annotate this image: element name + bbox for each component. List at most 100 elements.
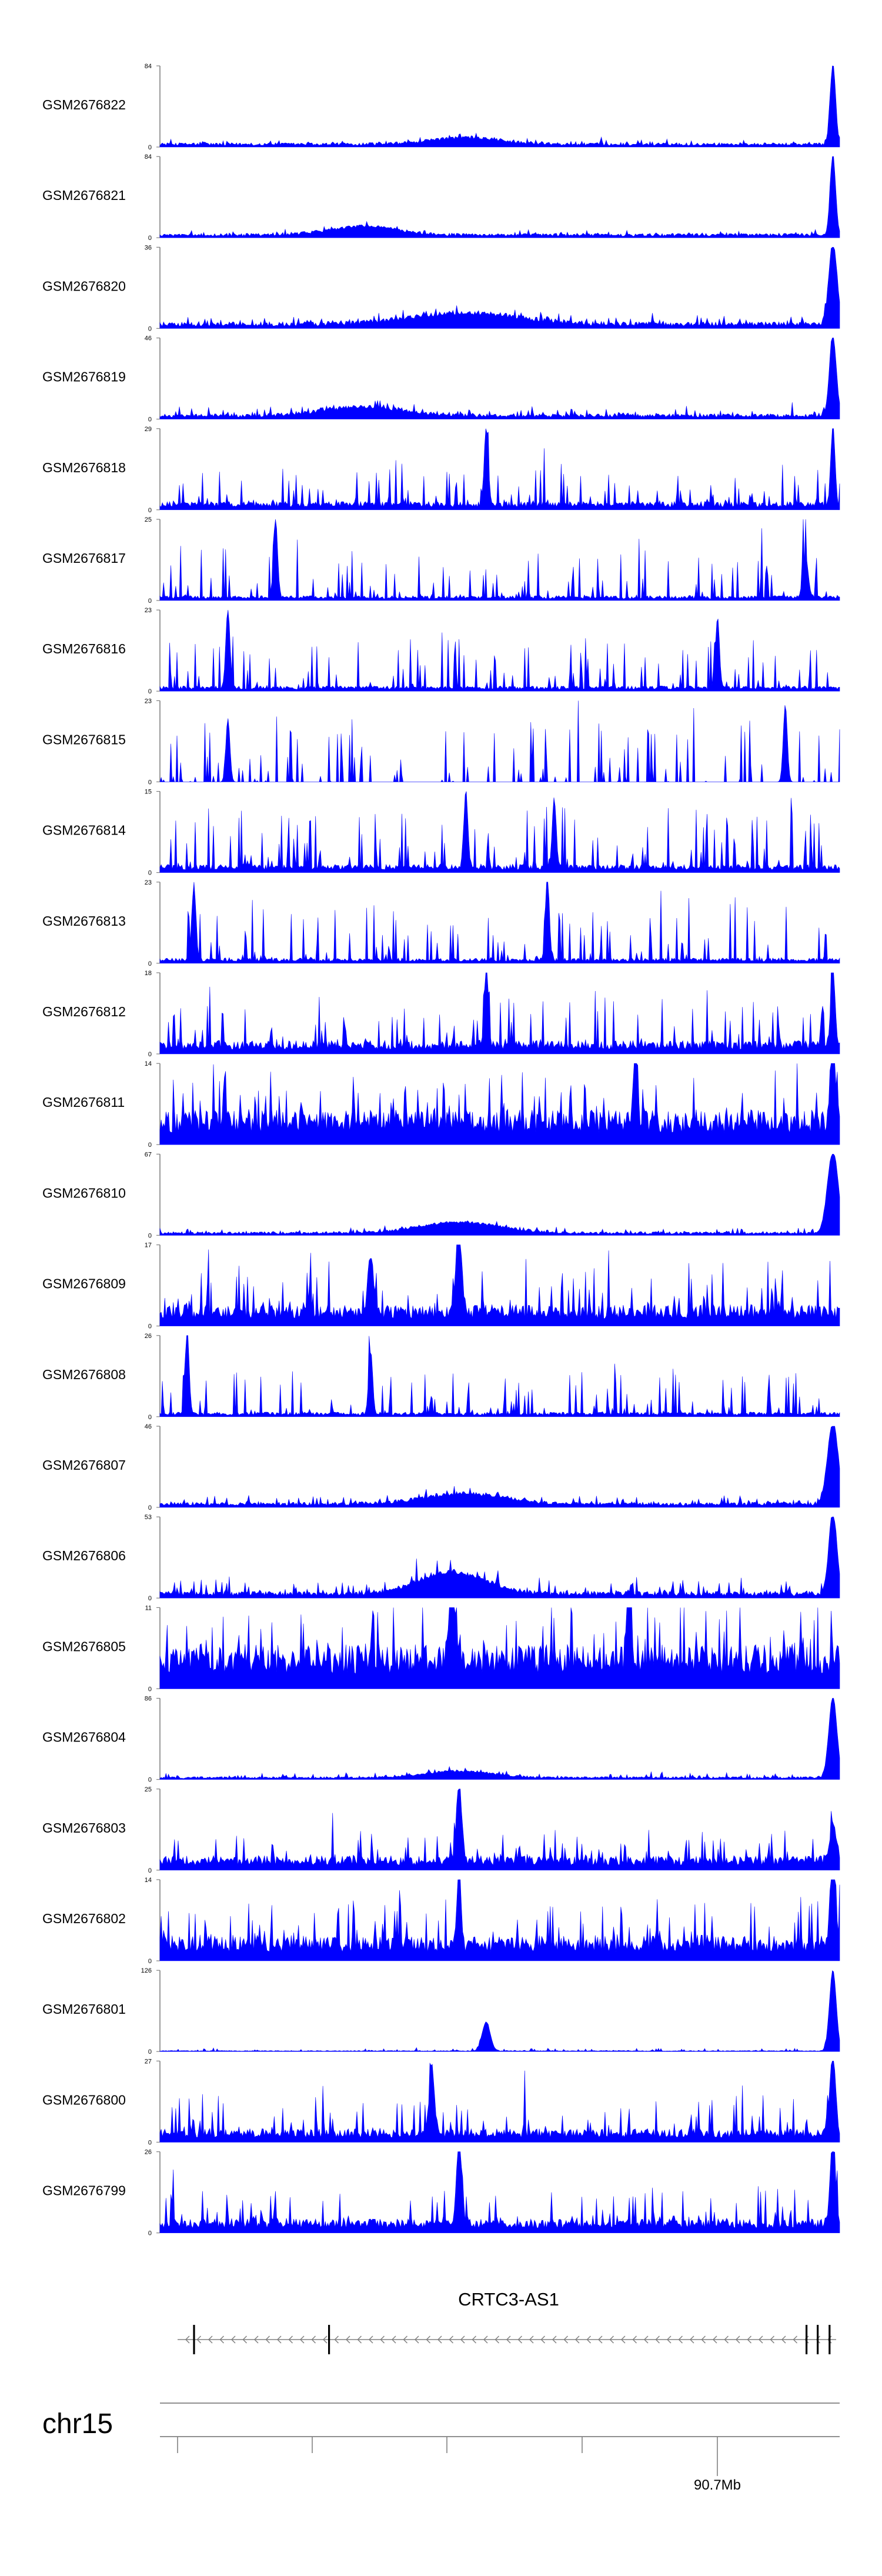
strand-arrow [770,2335,775,2344]
y-zero-label: 0 [148,1504,152,1511]
strand-arrow [495,2335,500,2344]
y-max-label: 84 [145,154,152,161]
strand-arrow [403,2335,408,2344]
strand-arrow [472,2335,477,2344]
track-GSM2676814: GSM2676814 15 0 [42,789,840,877]
track-label: GSM2676815 [42,732,126,747]
track-GSM2676802: GSM2676802 14 0 [42,1877,840,1965]
strand-arrow [242,2335,248,2344]
y-zero-label: 0 [148,325,152,332]
strand-arrow [609,2335,614,2344]
signal-area [159,1970,840,2052]
strand-arrow [288,2335,293,2344]
signal-area [159,519,840,601]
y-max-label: 36 [145,244,152,251]
chromosome-label: chr15 [42,2408,113,2440]
signal-area [159,65,840,148]
track-label: GSM2676799 [42,2183,126,2198]
y-max-label: 27 [145,2058,152,2065]
signal-area [159,1879,840,1961]
track-label: GSM2676814 [42,823,126,838]
y-zero-label: 0 [148,779,152,786]
strand-arrow [781,2335,786,2344]
strand-arrow [620,2335,626,2344]
strand-arrow [368,2335,373,2344]
signal-area [159,1607,840,1689]
y-zero-label: 0 [148,2048,152,2056]
track-label: GSM2676819 [42,369,126,385]
signal-area [159,1516,840,1599]
signal-area [159,1154,840,1236]
track-label: GSM2676805 [42,1639,126,1654]
y-max-label: 26 [145,1333,152,1340]
y-max-label: 29 [145,426,152,433]
signal-area [159,1244,840,1326]
track-label: GSM2676812 [42,1004,126,1019]
y-zero-label: 0 [148,598,152,605]
y-max-label: 23 [145,607,152,614]
y-zero-label: 0 [148,1232,152,1239]
strand-arrow [265,2335,270,2344]
track-GSM2676810: GSM2676810 67 0 [42,1151,840,1239]
track-GSM2676813: GSM2676813 23 0 [42,879,840,967]
strand-arrow [552,2335,557,2344]
strand-arrow [540,2335,546,2344]
y-max-label: 15 [145,789,152,796]
track-label: GSM2676817 [42,550,126,566]
track-GSM2676812: GSM2676812 18 0 [42,970,840,1058]
track-label: GSM2676813 [42,913,126,929]
track-GSM2676819: GSM2676819 46 0 [42,335,840,423]
strand-arrow [506,2335,511,2344]
track-label: GSM2676818 [42,460,126,475]
strand-arrow [483,2335,488,2344]
strand-arrow [196,2335,202,2344]
y-zero-label: 0 [148,1414,152,1421]
track-label: GSM2676807 [42,1457,126,1473]
strand-arrow [437,2335,442,2344]
signal-tracks: GSM2676822840GSM2676821840GSM2676820360G… [42,63,840,2237]
strand-arrow [253,2335,259,2344]
y-zero-label: 0 [148,1867,152,1874]
strand-arrow [666,2335,671,2344]
signal-area [159,428,840,510]
strand-arrow [460,2335,465,2344]
strand-arrow [678,2335,683,2344]
strand-arrows [185,2335,832,2344]
signal-area [159,700,840,783]
y-zero-label: 0 [148,1051,152,1058]
y-max-label: 25 [145,1786,152,1793]
track-label: GSM2676808 [42,1367,126,1382]
gene-track: CRTC3-AS1 [178,2289,836,2354]
strand-arrow [735,2335,740,2344]
track-label: GSM2676810 [42,1185,126,1200]
y-max-label: 11 [145,1604,152,1611]
track-label: GSM2676806 [42,1548,126,1563]
strand-arrow [747,2335,752,2344]
strand-arrow [724,2335,729,2344]
track-label: GSM2676816 [42,641,126,656]
signal-area [159,1788,840,1871]
strand-arrow [391,2335,396,2344]
strand-arrow [574,2335,580,2344]
strand-arrow [276,2335,282,2344]
y-max-label: 25 [145,516,152,523]
y-zero-label: 0 [148,960,152,967]
y-zero-label: 0 [148,1323,152,1330]
y-zero-label: 0 [148,416,152,423]
y-zero-label: 0 [148,1958,152,1965]
track-GSM2676799: GSM2676799 26 0 [42,2149,840,2237]
signal-area [159,972,840,1055]
track-label: GSM2676811 [42,1095,125,1110]
y-zero-label: 0 [148,1686,152,1693]
strand-arrow [563,2335,569,2344]
track-label: GSM2676801 [42,2001,126,2017]
track-label: GSM2676803 [42,1820,126,1836]
strand-arrow [219,2335,225,2344]
track-GSM2676800: GSM2676800 27 0 [42,2058,840,2146]
y-max-label: 18 [145,970,152,977]
signal-area [159,338,840,419]
strand-arrow [345,2335,350,2344]
track-GSM2676820: GSM2676820 36 0 [42,244,840,332]
track-label: GSM2676820 [42,278,126,293]
track-GSM2676801: GSM2676801 126 0 [42,1967,840,2056]
